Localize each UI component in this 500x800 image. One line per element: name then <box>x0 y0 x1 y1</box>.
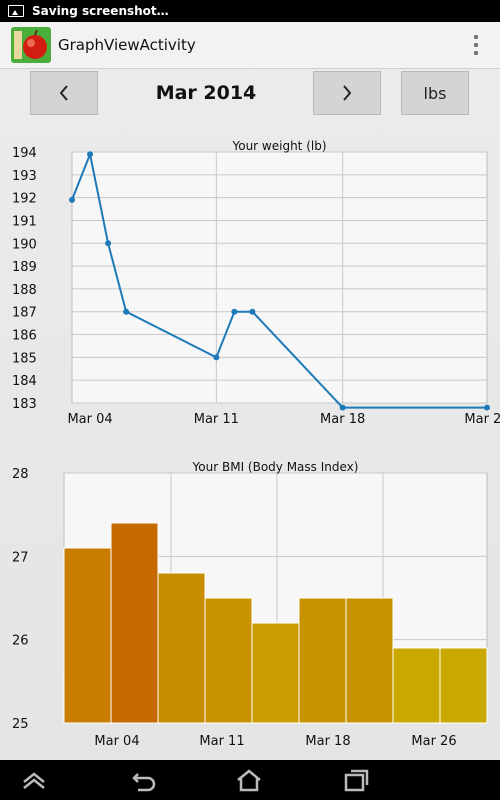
weight-data-point <box>249 308 256 315</box>
weight-data-point <box>69 196 75 203</box>
bmi-y-tick-label: 28 <box>12 467 29 482</box>
weight-y-tick-label: 185 <box>12 351 37 366</box>
bmi-bar <box>204 597 253 724</box>
chevron-right-icon <box>343 85 352 101</box>
bmi-y-tick-label: 25 <box>12 717 29 732</box>
overflow-menu-icon[interactable] <box>474 35 478 55</box>
bmi-y-tick-label: 27 <box>12 550 29 565</box>
weight-y-tick-label: 193 <box>12 169 37 184</box>
weight-y-tick-label: 191 <box>12 214 37 229</box>
back-icon[interactable] <box>130 768 158 792</box>
weight-x-tick-label: Mar 26 <box>464 412 500 427</box>
weight-y-tick-label: 194 <box>12 146 37 161</box>
weight-y-tick-label: 189 <box>12 260 37 275</box>
bmi-y-tick-label: 26 <box>12 634 29 649</box>
bmi-x-tick-label: Mar 04 <box>94 734 139 749</box>
month-navigation: Mar 2014 lbs <box>0 71 500 115</box>
bmi-bar <box>298 597 347 724</box>
chevron-up-icon[interactable] <box>20 768 48 792</box>
bmi-chart-svg: 25 26 27 28 Mar 04 Mar 11 Mar 18 Mar 26 Your BMI… <box>12 460 488 749</box>
status-text: Saving screenshot… <box>32 4 169 18</box>
weight-data-point <box>213 354 220 361</box>
month-label: Mar 2014 <box>155 82 257 104</box>
units-button[interactable]: lbs <box>401 71 469 115</box>
status-bar: Saving screenshot… <box>0 0 500 22</box>
bmi-bar <box>63 547 112 724</box>
recent-apps-icon[interactable] <box>342 768 370 792</box>
system-navigation-bar <box>0 760 500 800</box>
weight-y-tick-label: 186 <box>12 329 37 344</box>
previous-month-button[interactable] <box>30 71 98 115</box>
bmi-bar <box>157 572 206 724</box>
weight-y-tick-label: 187 <box>12 306 37 321</box>
weight-chart-title: Your weight (lb) <box>231 139 326 153</box>
units-label: lbs <box>423 83 447 103</box>
weight-y-tick-label: 184 <box>12 374 37 389</box>
next-month-button[interactable] <box>313 71 381 115</box>
bmi-x-tick-label: Mar 18 <box>305 734 350 749</box>
bmi-chart: 25 26 27 28 Mar 04 Mar 11 Mar 18 Mar 26 Your BMI… <box>0 450 500 755</box>
weight-plot-area <box>71 151 488 404</box>
bmi-x-tick-label: Mar 26 <box>411 734 456 749</box>
weight-data-point <box>87 151 94 158</box>
screenshot-icon <box>8 5 24 17</box>
bmi-bar <box>392 647 441 724</box>
app-title: GraphViewActivity <box>58 36 196 54</box>
bmi-bar <box>439 647 488 724</box>
weight-data-point <box>123 308 130 315</box>
bmi-x-tick-label: Mar 11 <box>199 734 244 749</box>
bmi-bar <box>251 622 300 724</box>
weight-data-point <box>484 404 490 411</box>
action-bar: GraphViewActivity <box>0 22 500 69</box>
bmi-bar <box>345 597 394 724</box>
weight-chart: 183 184 185 186 187 188 189 190 191 192 193 194 Mar … <box>0 130 500 430</box>
weight-y-tick-label: 192 <box>12 192 37 207</box>
weight-chart-svg: 183 184 185 186 187 188 189 190 191 192 193 194 Mar … <box>12 139 500 427</box>
bmi-chart-title: Your BMI (Body Mass Index) <box>192 460 359 474</box>
apple-scale-icon[interactable] <box>10 25 52 65</box>
weight-data-point <box>231 308 238 315</box>
weight-y-tick-label: 188 <box>12 283 37 298</box>
chevron-left-icon <box>59 85 68 101</box>
weight-data-point <box>339 404 346 411</box>
weight-y-tick-label: 190 <box>12 237 37 252</box>
weight-y-tick-label: 183 <box>12 397 37 412</box>
weight-x-tick-label: Mar 04 <box>67 412 112 427</box>
bmi-bar <box>110 522 159 724</box>
weight-data-point <box>105 240 112 247</box>
weight-x-tick-label: Mar 18 <box>320 412 365 427</box>
home-icon[interactable] <box>235 768 263 792</box>
weight-x-tick-label: Mar 11 <box>194 412 239 427</box>
